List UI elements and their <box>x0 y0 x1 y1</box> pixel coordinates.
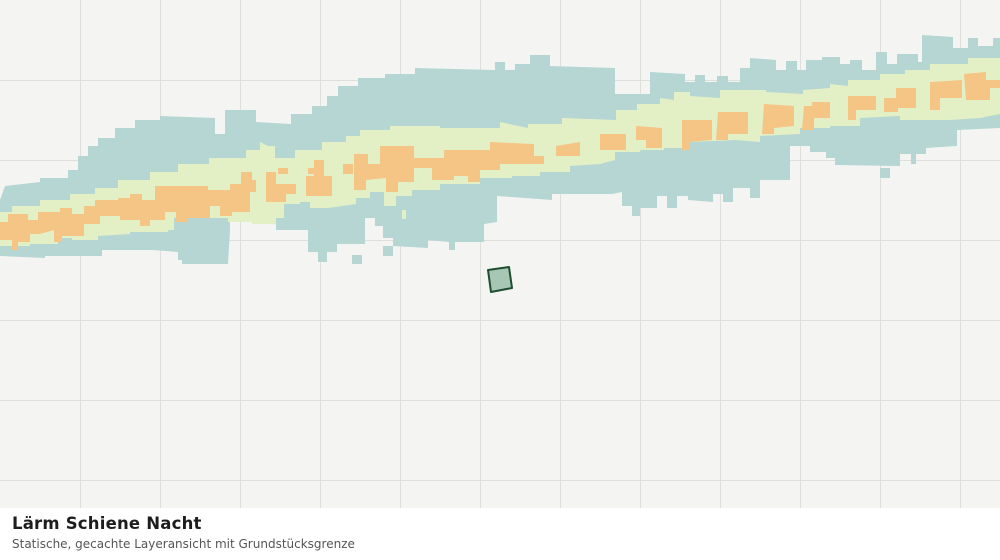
noise-zone-high <box>0 72 1000 250</box>
map-canvas <box>0 0 1000 508</box>
layer-subtitle: Statische, gecachte Layeransicht mit Gru… <box>12 537 355 551</box>
layer-title: Lärm Schiene Nacht <box>12 514 202 533</box>
property-boundary[interactable] <box>487 266 513 293</box>
map-caption: Lärm Schiene Nacht Statische, gecachte L… <box>0 508 1000 560</box>
map-view[interactable] <box>0 0 1000 508</box>
